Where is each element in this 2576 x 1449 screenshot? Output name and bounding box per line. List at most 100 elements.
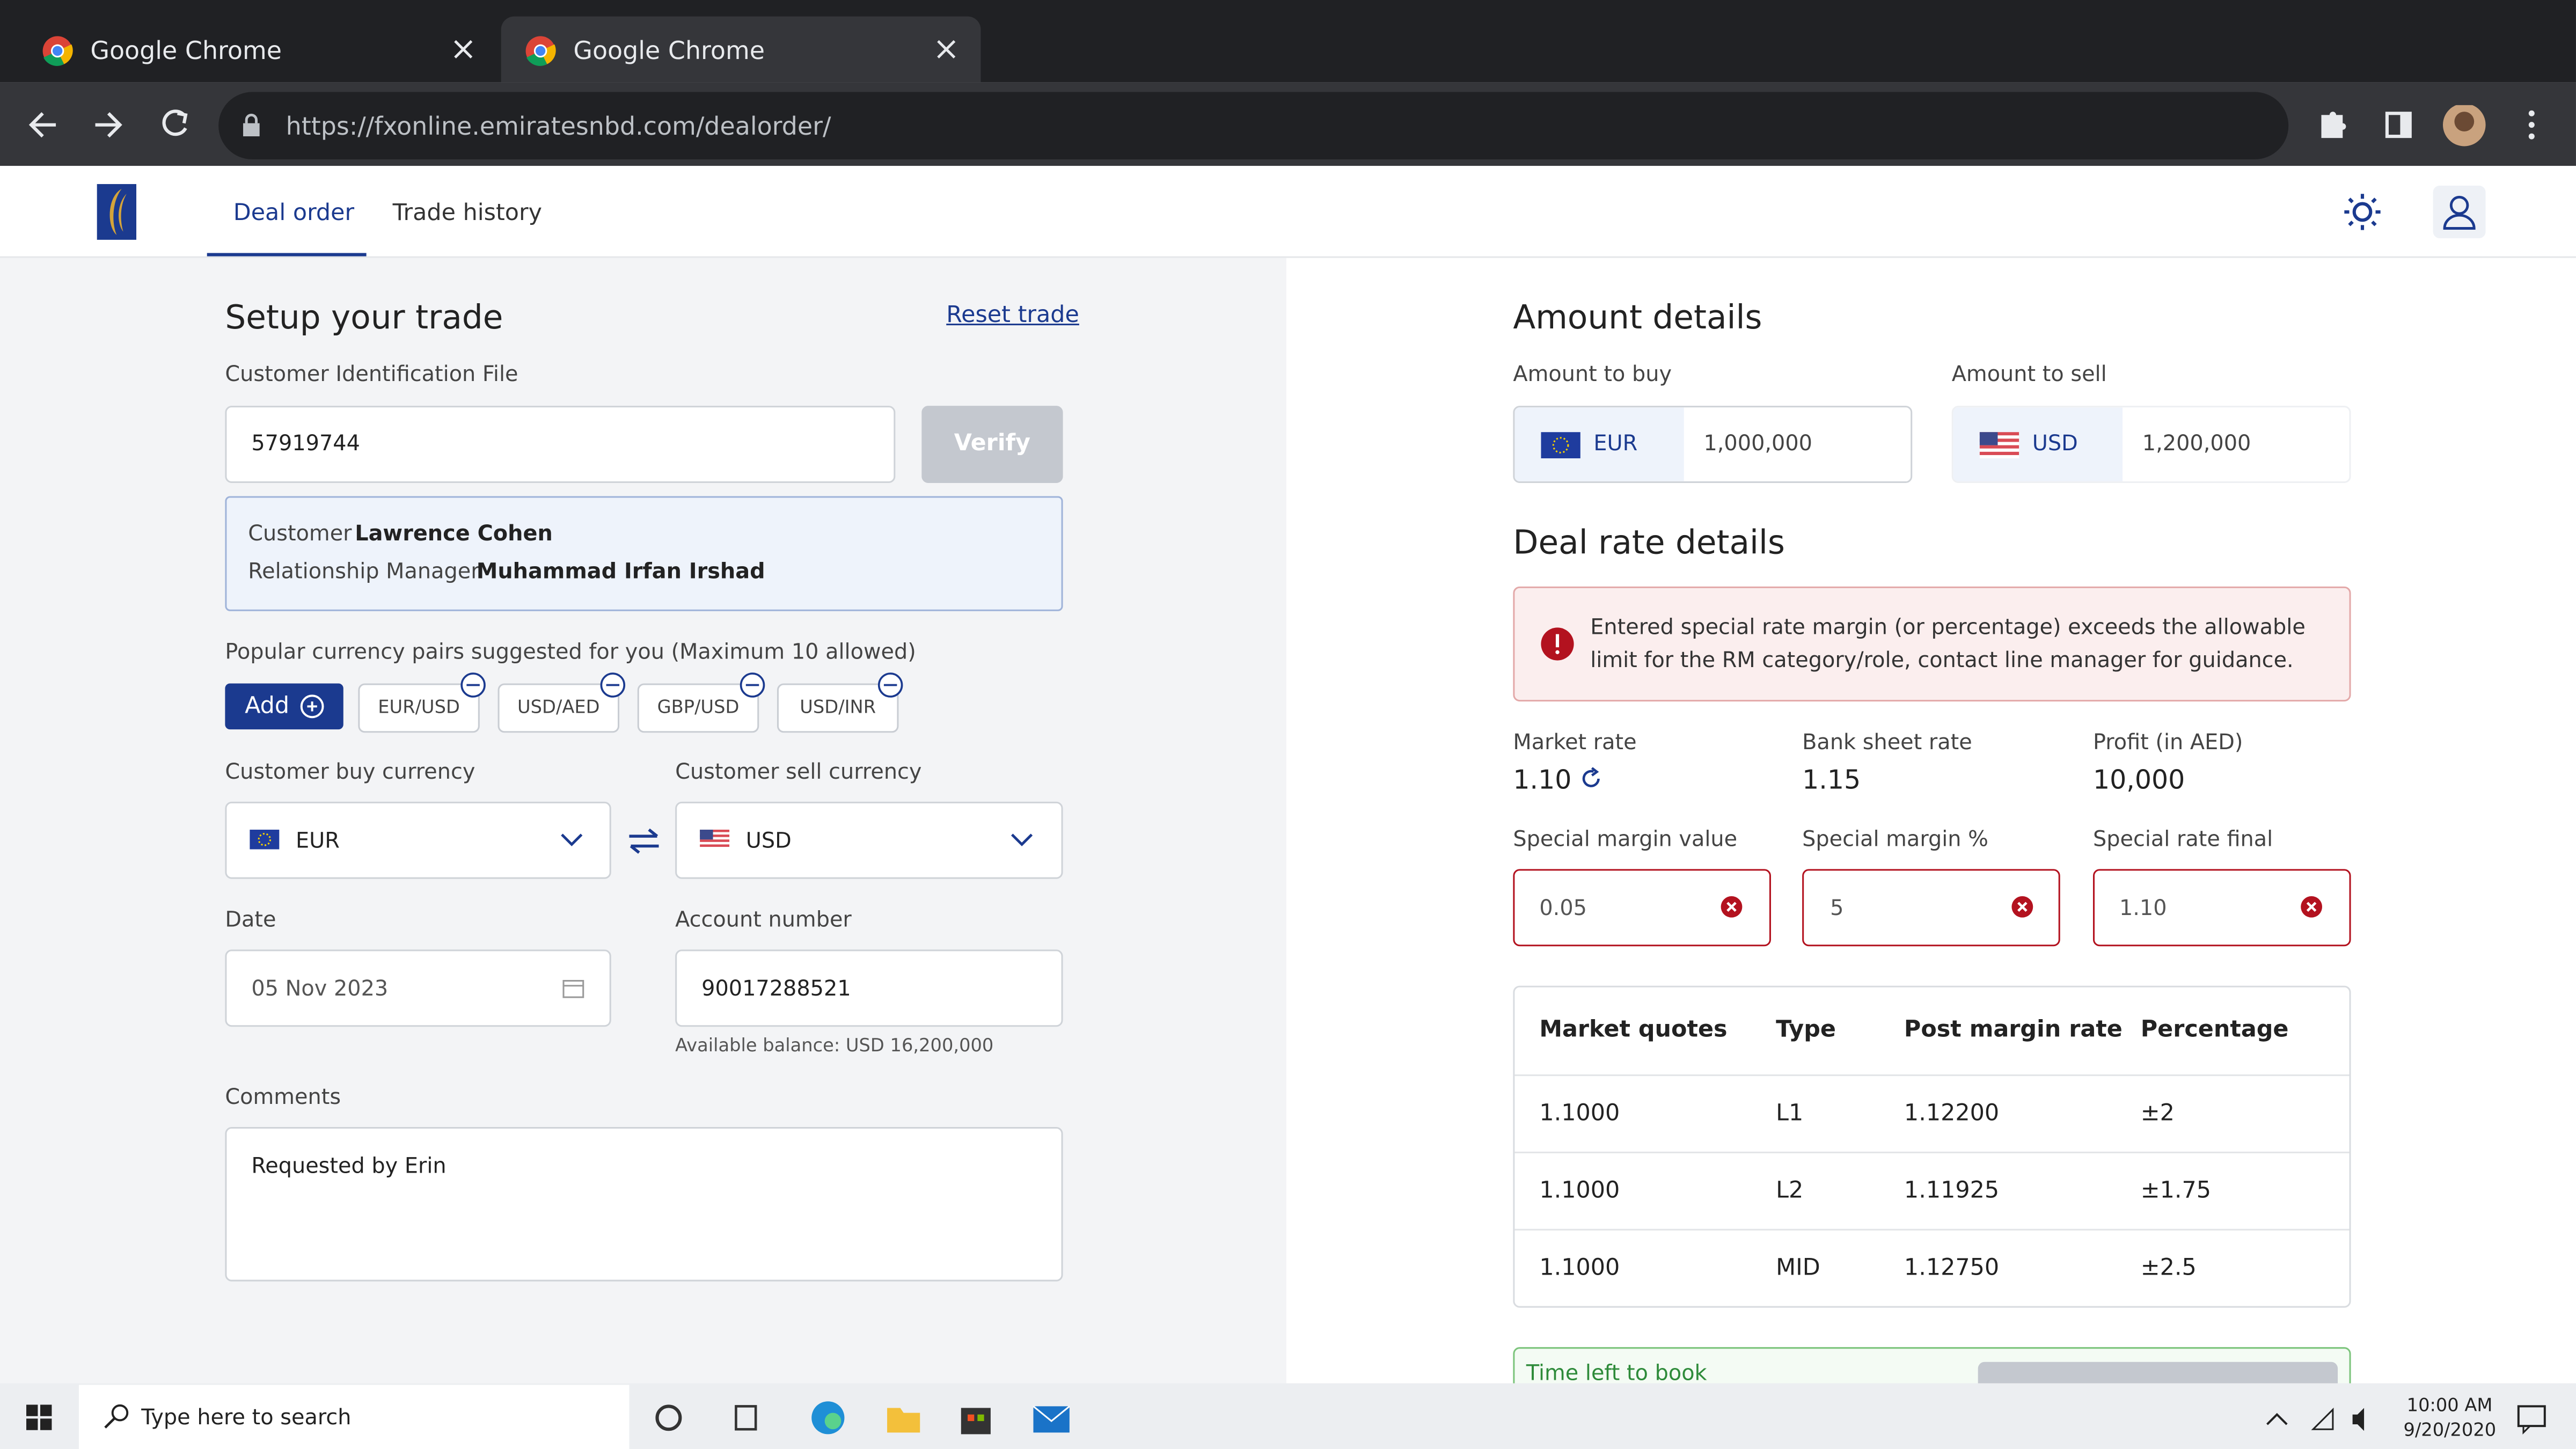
balance: Available balance: USD 16,200,000 [675,1035,994,1057]
currency: USD [2032,432,2078,457]
pair-chip[interactable]: USD/INR [777,683,899,733]
verify-button[interactable]: Verify [921,406,1063,483]
tab-title[interactable]: Google Chrome [573,36,765,66]
tray-icons[interactable] [2264,1403,2551,1436]
input-value: 90017288521 [701,977,851,1002]
search-text: Type here to search [141,1406,352,1431]
refresh-icon[interactable] [1580,767,1604,791]
alert-text: Entered special rate margin (or percenta… [1590,616,2306,674]
pair-chip[interactable]: EUR/USD [358,683,480,733]
nav-tab[interactable]: Trade history [392,200,543,227]
label: Profit (in AED) [2092,731,2243,756]
reset-link[interactable]: Reset trade [946,302,1079,329]
section-title: Deal rate details [1513,522,1785,562]
pair-chip[interactable]: USD/AED [497,683,620,733]
pair-chip[interactable]: GBP/USD [637,683,759,733]
tab-strip [0,0,2576,83]
error-input[interactable] [2092,869,2351,947]
chevrons [561,833,1033,846]
error-input[interactable] [1513,869,1771,947]
tab-close[interactable] [453,39,473,59]
remove-icons[interactable] [460,672,907,698]
label: Special margin % [1802,828,1989,853]
section-title: Amount details [1513,297,1762,337]
table-cell: ±2 [2140,1101,2175,1127]
toolbar-icons[interactable] [2316,105,2555,148]
clear-icons[interactable] [1720,895,2325,921]
profile-button[interactable] [2433,185,2486,238]
label: Customer sell currency [675,760,922,786]
active-tab[interactable] [501,16,981,83]
label: Amount to sell [1951,363,2107,388]
quotes-table [1513,985,2351,1308]
search-icon [104,1404,129,1429]
flag-eu [1541,432,1580,459]
nav-tab[interactable]: Deal order [233,200,355,227]
search-box[interactable] [78,1385,630,1449]
active-underline [207,253,367,257]
label: Comments [225,1086,341,1111]
error-input[interactable] [1802,869,2060,947]
tab-title[interactable]: Google Chrome [90,36,282,66]
table-header: Market quotes [1539,1016,1728,1043]
account-input[interactable] [675,949,1063,1027]
logo [97,184,137,240]
stat-value: 1.10 [1513,764,1572,795]
input-value: 5 [1830,897,1844,922]
rm-name: Muhammad Irfan Irshad [476,560,765,585]
date-input[interactable] [225,949,611,1027]
url[interactable]: https://fxonline.emiratesnbd.com/dealord… [286,112,831,142]
label: Bank sheet rate [1802,731,1972,756]
customer-box [225,496,1063,611]
label: Customer [248,522,352,547]
label: Special rate final [2092,828,2273,853]
table-cell: L2 [1776,1177,1804,1204]
clock-date: 9/20/2020 [2403,1419,2497,1441]
sell-select[interactable] [675,801,1063,879]
amount-value: 1,200,000 [2142,432,2251,457]
nav-buttons[interactable] [26,108,207,141]
alert-icon [1541,627,1574,661]
add-text: Add [245,693,290,720]
buy-amount[interactable] [1513,406,1913,483]
tab-close[interactable] [936,39,956,59]
label: Account number [675,908,852,933]
section-title: Setup your trade [225,297,503,337]
buy-select[interactable] [225,801,611,879]
table-header: Percentage [2140,1016,2289,1043]
amount-value: 1,000,000 [1703,432,1813,457]
lock-icon [243,113,260,137]
label: Date [225,908,276,933]
input-value: 1.10 [2119,897,2167,922]
taskbar-apps[interactable] [654,1398,1074,1437]
stat-value: 10,000 [2092,764,2185,795]
omnibox[interactable] [218,92,2289,159]
start-button[interactable] [26,1404,53,1431]
select-value: EUR [296,829,340,854]
table-cell: 1.1000 [1539,1255,1620,1282]
alert [1513,586,2351,702]
row-divider [1514,1074,2350,1077]
table-header: Post margin rate [1904,1016,2123,1043]
flag-us [700,829,730,850]
table-cell: ±1.75 [2140,1177,2212,1204]
label: Popular currency pairs suggested for you… [225,640,916,665]
table-cell: L1 [1776,1101,1804,1127]
label: Special margin value [1513,828,1738,853]
calendar-icon[interactable] [562,977,585,999]
swap-button[interactable] [626,826,662,856]
currency: EUR [1593,432,1638,457]
app-header [0,166,2576,258]
add-button[interactable]: Add [225,683,343,730]
customer-name: Lawrence Cohen [355,522,553,547]
table-cell: 1.1000 [1539,1101,1620,1127]
theme-toggle[interactable] [2343,192,2382,231]
chrome-icon [525,36,556,66]
table-cell: MID [1776,1255,1820,1282]
clock-time: 10:00 AM [2406,1394,2493,1416]
comments-input[interactable] [225,1126,1063,1282]
id-input[interactable] [225,406,896,483]
flag-us [1979,432,2019,459]
